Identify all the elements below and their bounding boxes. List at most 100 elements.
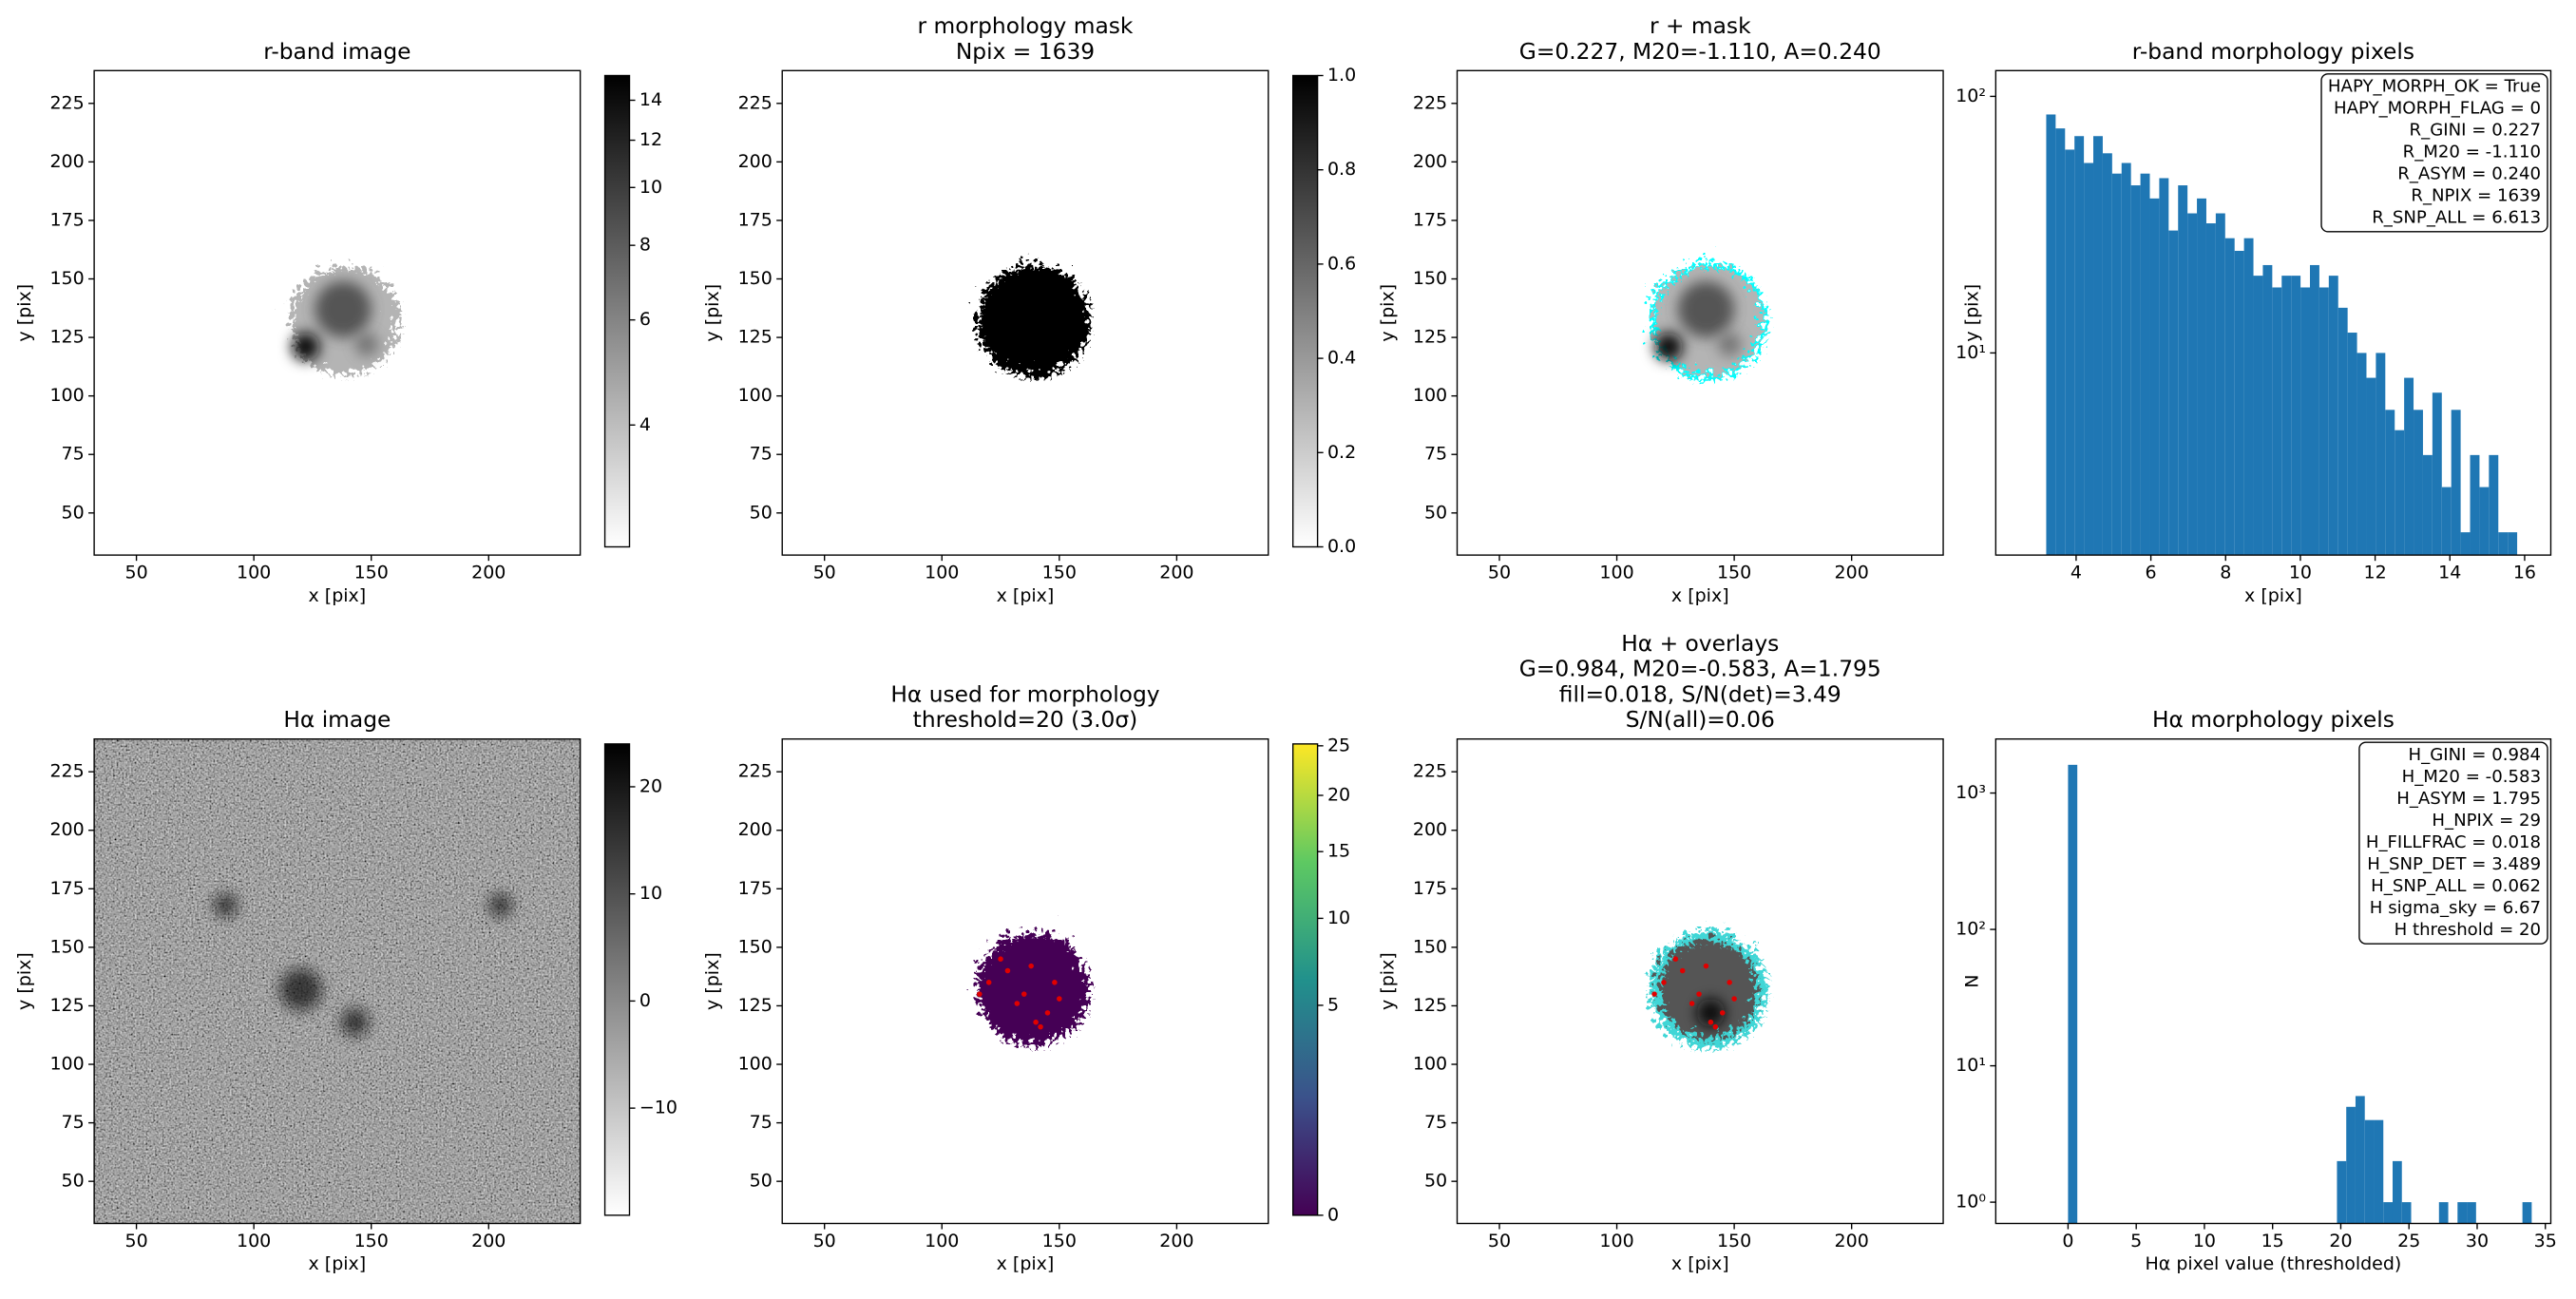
detected-pixel [977, 991, 983, 997]
colorbar-tick-label: 0.0 [1327, 536, 1356, 557]
y-axis-label: y [pix] [702, 284, 723, 342]
histogram-bar [2187, 213, 2198, 556]
colorbar-tick-label: 0 [639, 990, 651, 1011]
colorbar-tick-label: −10 [639, 1098, 677, 1118]
y-tick-label: 10¹ [1956, 1055, 1986, 1076]
x-tick-label: 200 [471, 563, 506, 583]
y-tick-label: 50 [750, 502, 773, 523]
y-tick-label: 150 [49, 268, 84, 289]
histogram-bar [2498, 532, 2509, 556]
y-tick-label: 125 [1413, 995, 1447, 1016]
y-tick-label: 175 [1413, 209, 1447, 230]
y-tick-label: 50 [62, 1171, 85, 1192]
axes-frame [1456, 737, 1944, 1225]
histogram-bar [2084, 162, 2094, 556]
axes-frame [93, 69, 582, 556]
x-tick-label: 50 [1488, 1231, 1511, 1251]
x-axis-label: x [pix] [1671, 1253, 1729, 1274]
detected-pixel [1044, 1010, 1051, 1016]
colorbar-tick-label: 0.8 [1327, 159, 1356, 180]
chart-title: G=0.984, M20=-0.583, A=1.795 [1519, 656, 1881, 682]
x-tick-label: 150 [1717, 1231, 1751, 1251]
y-tick-label: 50 [62, 502, 85, 523]
y-axis-label: y [pix] [702, 952, 723, 1010]
y-tick-label: 200 [1413, 151, 1447, 172]
annotation-line: H_NPIX = 29 [2432, 811, 2541, 831]
image-blob [279, 967, 322, 1011]
y-tick-label: 200 [49, 151, 84, 172]
axes-frame [781, 737, 1269, 1225]
histogram-bar [2467, 1202, 2476, 1224]
plot-area [2046, 114, 2518, 556]
histogram-bar [2130, 185, 2141, 556]
annotation-box [2320, 73, 2548, 233]
image-blob [315, 280, 372, 338]
x-tick-label: 15 [2261, 1231, 2284, 1251]
histogram-bar [2470, 454, 2480, 556]
x-tick-label: 20 [2329, 1231, 2352, 1251]
histogram-bar [2168, 230, 2179, 556]
x-tick-label: 100 [237, 1231, 271, 1251]
colorbar-tick-label: 8 [639, 235, 651, 256]
detected-pixel [1057, 996, 1062, 1002]
y-tick-label: 75 [62, 444, 85, 465]
colorbar-tick-label: 10 [639, 883, 662, 904]
annotation-line: HAPY_MORPH_FLAG = 0 [2334, 99, 2541, 119]
x-tick-label: 25 [2397, 1231, 2420, 1251]
y-tick-label: 225 [738, 761, 773, 782]
plot-area [94, 738, 581, 1224]
y-tick-label: 175 [49, 878, 84, 899]
y-tick-label: 125 [1413, 327, 1447, 348]
detected-pixel [1052, 980, 1058, 985]
detected-pixel [1014, 1001, 1021, 1006]
histogram-bar [2392, 1160, 2402, 1224]
histogram-bar [2376, 353, 2386, 556]
plot-area [1642, 924, 1761, 1041]
y-tick-label: 100 [738, 1054, 773, 1075]
colorbar-tick-label: 6 [639, 309, 651, 330]
detected-pixel [1727, 980, 1732, 985]
chart-title: r + mask [1650, 12, 1751, 39]
x-tick-label: 50 [1488, 563, 1511, 583]
histogram-bar [2347, 333, 2357, 556]
annotation-line: R_M20 = -1.110 [2403, 143, 2542, 162]
histogram-bar [2508, 532, 2518, 556]
detected-pixel [1708, 1019, 1714, 1025]
histogram-bar [2149, 198, 2160, 556]
annotation-line: H_SNP_DET = 3.489 [2367, 854, 2541, 874]
chart-title: Hα used for morphology [890, 680, 1159, 707]
histogram-bar [2093, 136, 2103, 556]
x-tick-label: 12 [2364, 563, 2387, 583]
axes-frame [1456, 69, 1944, 556]
x-tick-label: 200 [1159, 563, 1193, 583]
x-tick-label: 150 [354, 563, 389, 583]
histogram-bar [2479, 487, 2490, 556]
annotation-line: H_GINI = 0.984 [2409, 745, 2542, 765]
plot-area [969, 926, 1083, 1040]
histogram-bar [2374, 1119, 2384, 1224]
image-blob [969, 926, 1083, 1040]
x-tick-label: 100 [237, 563, 271, 583]
colorbar-tick-label: 0.6 [1327, 253, 1356, 274]
y-tick-label: 225 [49, 92, 84, 113]
y-tick-label: 100 [49, 1054, 84, 1075]
x-tick-label: 100 [1599, 1231, 1633, 1251]
chart-title: Hα morphology pixels [2152, 706, 2395, 733]
detected-pixel [1719, 1010, 1726, 1016]
y-tick-label: 150 [738, 268, 773, 289]
x-tick-label: 150 [354, 1231, 389, 1251]
detected-pixel [1696, 991, 1702, 997]
colorbar-tick-label: 5 [1327, 994, 1339, 1015]
histogram-bar [2328, 276, 2338, 556]
detected-pixel [1689, 1001, 1695, 1006]
y-tick-label: 75 [62, 1112, 85, 1133]
y-tick-label: 10² [1956, 919, 1986, 940]
histogram-bar [2140, 173, 2150, 556]
y-tick-label: 200 [1413, 819, 1447, 840]
chart-title: G=0.227, M20=-1.110, A=0.240 [1519, 38, 1881, 65]
histogram-bar [2522, 1202, 2532, 1224]
annotation-line: H_SNP_ALL = 0.062 [2371, 876, 2541, 896]
y-tick-label: 10³ [1956, 782, 1986, 803]
histogram-bar [2074, 136, 2085, 556]
y-tick-label: 10⁰ [1956, 1192, 1986, 1213]
